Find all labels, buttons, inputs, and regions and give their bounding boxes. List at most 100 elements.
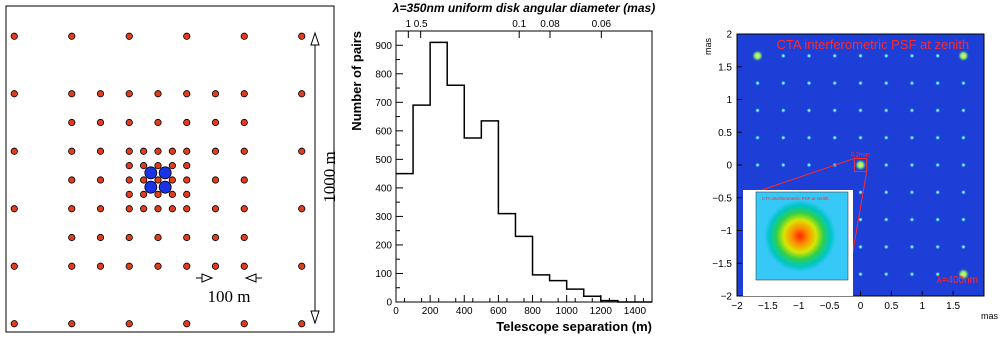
psf-y-tick-label: 1 (726, 95, 732, 106)
telescope-marker (154, 147, 162, 155)
telescope-marker (240, 320, 248, 328)
histogram-bin (533, 275, 550, 302)
telescope-marker (211, 233, 220, 242)
telescope-marker (183, 205, 191, 213)
y-tick-label: 0 (386, 298, 392, 309)
telescope-marker (183, 118, 191, 127)
large-telescope-marker (158, 166, 172, 180)
psf-minor-peak (883, 216, 889, 223)
psf-x-tick-label: 0.5 (884, 301, 898, 312)
telescope-marker (154, 205, 162, 213)
telescope-marker (125, 147, 133, 155)
psf-minor-peak (883, 162, 889, 168)
scale-bar-top-arrow-icon (310, 31, 320, 46)
psf-minor-peak (832, 53, 838, 59)
psf-x-tick-label: −2 (731, 301, 743, 312)
telescope-marker (183, 320, 191, 328)
telescope-marker (140, 205, 148, 213)
psf-major-peak (751, 49, 764, 62)
y-tick-label: 500 (375, 155, 392, 166)
y-tick-label: 600 (375, 126, 392, 137)
telescope-marker (298, 147, 306, 155)
psf-minor-peak (960, 244, 967, 250)
psf-minor-peak (832, 107, 838, 114)
y-tick-label: 700 (375, 98, 392, 109)
top-tick-label: 0.1 (512, 19, 526, 30)
telescope-marker (240, 147, 248, 155)
histogram-bin (396, 174, 413, 302)
telescope-marker (140, 147, 148, 155)
telescope-marker (168, 176, 176, 184)
psf-major-peak (957, 49, 970, 62)
telescope-marker (154, 233, 162, 242)
telescope-marker (183, 233, 191, 242)
psf-panel: −2 −1.5 −1 −0.5 0 0.5 1 1.5 2 1.5 1 0.5 0 −0.5 −1 −1.5… (703, 30, 999, 322)
psf-minor-peak (960, 80, 967, 86)
x-tick-label: 1200 (590, 306, 613, 317)
x-tick-label: 400 (456, 306, 473, 317)
telescope-marker (125, 205, 133, 213)
telescope-marker (183, 176, 191, 184)
telescope-marker (68, 90, 76, 98)
telescope-marker (154, 118, 162, 127)
telescope-marker (68, 205, 76, 213)
x-tick-label: 0 (393, 306, 399, 317)
psf-minor-peak (935, 107, 941, 114)
zoom-line-upper (755, 157, 855, 193)
scale-left-arrow-icon (201, 273, 214, 283)
psf-minor-peak (780, 53, 786, 59)
telescope-marker (168, 162, 176, 170)
psf-major-peak (854, 159, 867, 171)
telescope-marker (154, 190, 162, 198)
psf-minor-peak (832, 80, 838, 86)
psf-minor-peak (806, 53, 812, 59)
psf-minor-peak (935, 216, 941, 223)
large-telescope-marker (144, 180, 158, 194)
telescope-marker (125, 262, 133, 270)
y-tick-label: 400 (375, 183, 392, 194)
psf-minor-peak (935, 189, 941, 195)
psf-x-tick-label: 1 (919, 301, 925, 312)
telescope-marker (10, 320, 18, 328)
psf-minor-peak (857, 135, 864, 141)
top-tick-label: 0.08 (540, 19, 560, 30)
psf-minor-peak (883, 53, 889, 59)
telescope-marker (10, 90, 18, 98)
psf-zoom-box-label: 0.2mas (851, 152, 871, 158)
histogram-bin (498, 214, 515, 302)
psf-x-label: mas (981, 311, 999, 321)
psf-minor-peak (780, 135, 786, 141)
psf-y-tick-label: 1.5 (718, 62, 732, 73)
scale-label-1000m: 1000 m (320, 151, 339, 202)
psf-x-tick-label: 1.5 (946, 301, 960, 312)
telescope-marker (298, 205, 306, 213)
histogram-top-title: λ=350nm uniform disk angular diameter (m… (392, 1, 655, 15)
psf-minor-peak (909, 216, 915, 223)
telescope-array (10, 32, 306, 328)
telescope-marker (68, 233, 76, 242)
telescope-marker (183, 162, 191, 170)
psf-minor-peak (754, 107, 761, 114)
psf-x-tick-label: 0 (858, 301, 864, 312)
telescope-marker (168, 147, 176, 155)
telescope-marker (10, 32, 18, 40)
telescope-marker (183, 190, 191, 198)
psf-minor-peak (909, 162, 915, 168)
telescope-marker (125, 32, 133, 40)
psf-minor-peak (857, 216, 864, 223)
psf-minor-peak (909, 189, 915, 195)
psf-minor-peak (935, 80, 941, 86)
histogram-line (396, 41, 652, 303)
histogram-bin (464, 138, 481, 302)
psf-minor-peak (883, 189, 889, 195)
scale-bar-bottom-arrow-icon (310, 310, 320, 325)
telescope-marker (154, 162, 162, 170)
psf-y-tick-label: 0 (726, 161, 732, 172)
psf-inset: CTA interferometric PSF at zenith (743, 190, 853, 296)
telescope-marker (10, 262, 18, 270)
top-tick-label: 0.5 (414, 19, 428, 30)
histogram-x-label: Telescope separation (m) (496, 319, 652, 334)
x-tick-label: 1400 (624, 306, 647, 317)
x-tick-label: 600 (490, 306, 507, 317)
x-tick-label: 800 (524, 306, 541, 317)
